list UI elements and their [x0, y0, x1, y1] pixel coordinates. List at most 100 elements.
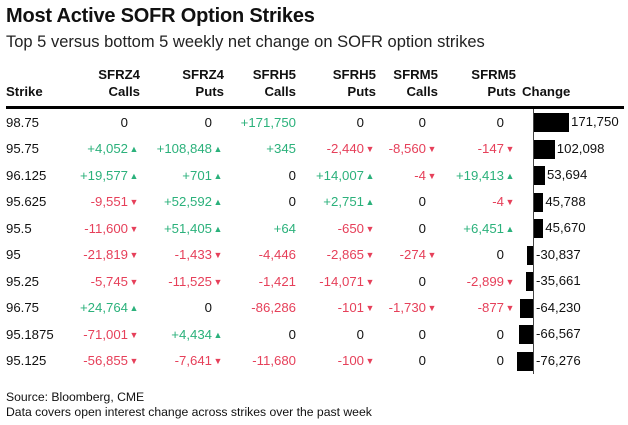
change-bar — [534, 192, 544, 212]
cell-value: +701 — [182, 167, 212, 183]
cell-value: -147 — [477, 141, 504, 157]
change-label: 171,750 — [571, 114, 619, 129]
cell-sfrm5-puts: -877 ▼ — [438, 295, 516, 322]
cell-sfrz4-calls: -5,745 ▼ — [68, 268, 140, 295]
col-header-sfrm5-puts: SFRM5 Puts — [438, 66, 516, 108]
down-triangle-icon: ▼ — [129, 223, 139, 234]
change-label: -76,276 — [536, 352, 581, 368]
cell-value: 0 — [120, 114, 128, 130]
change-bar — [534, 166, 545, 185]
down-triangle-icon: ▼ — [505, 144, 515, 155]
cell-sfrh5-calls: -1,421 — [224, 268, 296, 295]
cell-sfrz4-calls: -11,600 ▼ — [68, 215, 140, 242]
cell-sfrm5-calls: -274 ▼ — [376, 242, 438, 269]
table-row: 96.75 +24,764 ▲ 0 -86,286 -101 ▼ -1,730 ▼ -877 ▼ -6… — [6, 294, 624, 322]
down-triangle-icon: ▼ — [505, 303, 515, 314]
cell-sfrm5-calls: 0 — [376, 348, 438, 375]
cell-sfrm5-calls: 0 — [376, 321, 438, 348]
change-bar — [534, 113, 569, 132]
change-cell: -64,230 — [516, 294, 624, 321]
col-header-line2: Puts — [347, 84, 376, 99]
down-triangle-icon: ▼ — [129, 329, 139, 340]
col-header-sfrm5-calls: SFRM5 Calls — [376, 66, 438, 108]
cell-value: +51,405 — [163, 220, 212, 236]
down-triangle-icon: ▼ — [505, 197, 515, 208]
cell-sfrh5-calls: -4,446 — [224, 242, 296, 269]
cell-value: -4,446 — [258, 247, 296, 263]
change-label: -35,661 — [536, 273, 581, 288]
cell-sfrz4-calls: -21,819 ▼ — [68, 242, 140, 269]
cell-sfrz4-puts: 0 — [140, 295, 224, 322]
chart-subtitle: Top 5 versus bottom 5 weekly net change … — [6, 33, 485, 51]
zero-axis — [533, 321, 534, 348]
up-triangle-icon: ▲ — [129, 303, 139, 314]
zero-axis — [533, 294, 534, 321]
change-cell: 53,694 — [516, 162, 624, 189]
zero-axis — [533, 188, 534, 215]
change-label: 102,098 — [556, 140, 605, 156]
cell-value: 0 — [418, 273, 426, 289]
cell-sfrh5-calls: +171,750 — [224, 108, 296, 136]
zero-axis — [533, 109, 534, 136]
strike-cell: 96.75 — [6, 300, 40, 316]
table-row: 95.125 -56,855 ▼ -7,641 ▼ -11,680 -100 ▼ 0 0 -76,2… — [6, 347, 624, 375]
cell-value: -11,680 — [252, 353, 296, 369]
up-triangle-icon: ▲ — [505, 223, 515, 234]
data-note: Data covers open interest change across … — [6, 405, 372, 419]
cell-value: 0 — [288, 167, 296, 183]
down-triangle-icon: ▼ — [365, 223, 375, 234]
table-row: 95 -21,819 ▼ -1,433 ▼ -4,446 -2,865 ▼ -274 ▼ 0 -30,… — [6, 241, 624, 269]
down-triangle-icon: ▼ — [365, 144, 375, 155]
cell-value: -8,560 — [388, 141, 426, 157]
cell-value: 0 — [418, 220, 426, 236]
table-row: 95.25 -5,745 ▼ -11,525 ▼ -1,421 -14,071 ▼ 0 -2,89… — [6, 268, 624, 295]
up-triangle-icon: ▲ — [213, 329, 223, 340]
up-triangle-icon: ▲ — [213, 144, 223, 155]
cell-value: 0 — [356, 114, 364, 130]
cell-value: -650 — [337, 220, 364, 236]
zero-axis — [533, 268, 534, 295]
down-triangle-icon: ▼ — [365, 303, 375, 314]
cell-sfrh5-calls: 0 — [224, 189, 296, 216]
change-cell: -76,276 — [516, 347, 624, 374]
cell-value: -11,600 — [84, 220, 128, 236]
cell-value: +4,434 — [171, 326, 212, 342]
down-triangle-icon: ▼ — [129, 276, 139, 287]
change-cell: 102,098 — [516, 135, 624, 162]
cell-sfrm5-puts: 0 — [438, 242, 516, 269]
zero-axis — [533, 347, 534, 374]
cell-sfrh5-puts: +2,751 ▲ — [296, 189, 376, 216]
change-label: 45,670 — [545, 220, 586, 235]
cell-value: -86,286 — [251, 300, 296, 316]
strike-cell: 96.125 — [6, 167, 47, 183]
col-header-label: Change — [522, 84, 571, 99]
zero-axis — [533, 241, 534, 268]
cell-sfrz4-puts: +52,592 ▲ — [140, 189, 224, 216]
change-label: -64,230 — [536, 299, 581, 315]
cell-sfrh5-puts: +14,007 ▲ — [296, 162, 376, 189]
source-note: Source: Bloomberg, CME — [6, 390, 145, 404]
cell-value: -21,819 — [83, 247, 128, 263]
cell-value: +14,007 — [315, 167, 364, 183]
cell-value: -11,525 — [168, 273, 212, 289]
cell-value: +52,592 — [163, 194, 212, 210]
cell-value: 0 — [418, 326, 426, 342]
change-bar — [519, 298, 533, 318]
up-triangle-icon: ▲ — [505, 170, 515, 181]
cell-sfrh5-calls: -86,286 — [224, 295, 296, 322]
up-triangle-icon: ▲ — [213, 197, 223, 208]
footer: Source: Bloomberg, CME Data covers open … — [6, 390, 372, 420]
cell-value: 0 — [418, 114, 426, 130]
col-header-line1: SFRH5 — [332, 67, 376, 82]
change-bar — [517, 351, 533, 371]
cell-sfrz4-calls: +24,764 ▲ — [68, 295, 140, 322]
table-row: 95.625 -9,551 ▼ +52,592 ▲ 0 +2,751 ▲ 0 -4 ▼ 45,788 — [6, 188, 624, 216]
cell-value: -1,433 — [174, 247, 212, 263]
col-header-line2: Calls — [264, 84, 296, 99]
col-header-line1: SFRH5 — [252, 67, 296, 82]
cell-sfrh5-calls: 0 — [224, 162, 296, 189]
col-header-label: Strike — [6, 84, 43, 99]
strikes-table: Strike SFRZ4 Calls SFRZ4 Puts SFRH5 Calls S… — [6, 66, 624, 374]
cell-value: -7,641 — [174, 353, 212, 369]
table-row: 95.5 -11,600 ▼ +51,405 ▲ +64 -650 ▼ 0 +6,451 ▲ 45,6… — [6, 215, 624, 242]
